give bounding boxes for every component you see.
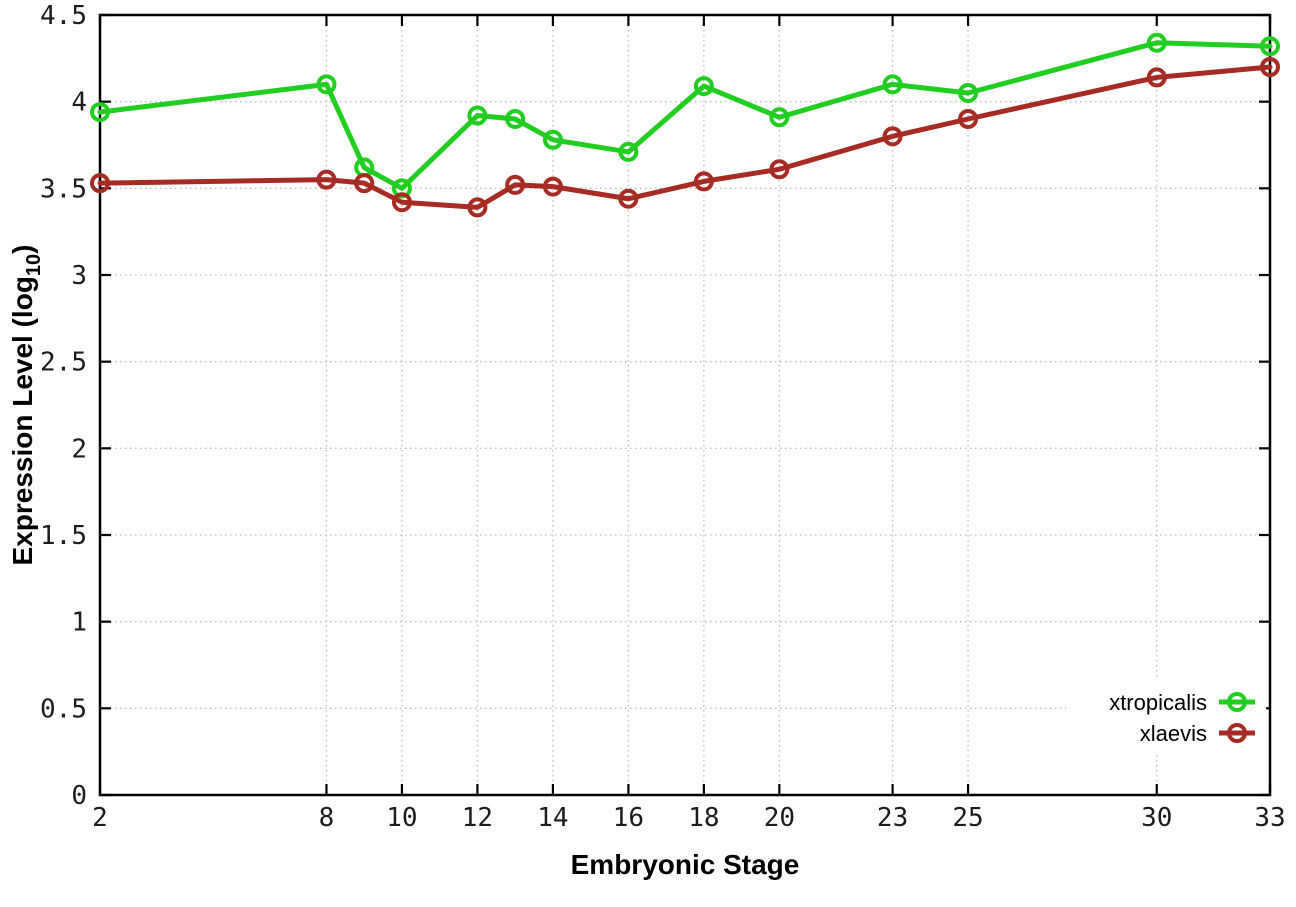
y-tick-label: 4 (71, 88, 87, 118)
y-tick-label: 3 (71, 261, 87, 291)
legend-marker-circle (1227, 723, 1247, 743)
data-point-xtropicalis-stage-13 (505, 109, 526, 129)
data-point-xtropicalis-stage-2 (90, 102, 110, 123)
y-tick-label: 0 (71, 781, 87, 811)
data-point-xtropicalis-stage-16 (618, 141, 639, 162)
x-axis-title: Embryonic Stage (571, 849, 800, 880)
x-tick-label: 8 (319, 803, 335, 833)
data-point-xlaevis-stage-8 (316, 169, 337, 190)
x-tick-label: 25 (952, 803, 983, 833)
data-point-xlaevis-stage-13 (505, 174, 526, 195)
x-tick-label: 23 (877, 803, 908, 833)
series-line-xtropicalis (97, 40, 1273, 191)
legend-label: xlaevis (1140, 721, 1207, 746)
y-tick-label: 3.5 (40, 174, 87, 204)
data-point-xlaevis-stage-18 (693, 171, 714, 192)
x-tick-label: 20 (764, 803, 795, 833)
x-tick-label: 12 (462, 803, 493, 833)
data-point-xtropicalis-stage-30 (1146, 32, 1167, 53)
legend-label: xtropicalis (1109, 690, 1207, 715)
data-point-xlaevis-stage-9 (354, 173, 375, 194)
data-point-xlaevis-stage-20 (769, 159, 790, 180)
x-tick-label: 14 (537, 803, 568, 833)
data-point-xlaevis-stage-30 (1146, 67, 1167, 88)
data-point-xtropicalis-stage-12 (467, 105, 488, 126)
y-tick-label: 2.5 (40, 348, 87, 378)
y-tick-label: 2 (71, 434, 87, 464)
data-point-xtropicalis-stage-25 (958, 83, 979, 103)
data-point-xtropicalis-stage-33 (1260, 36, 1280, 57)
data-point-xtropicalis-stage-18 (693, 76, 714, 97)
data-point-xlaevis-stage-23 (882, 126, 903, 147)
x-tick-label: 16 (613, 803, 644, 833)
x-tick-label: 10 (386, 803, 417, 833)
y-tick-label: 1 (71, 608, 87, 638)
data-point-xtropicalis-stage-20 (769, 107, 790, 128)
y-tick-label: 1.5 (40, 521, 87, 551)
data-point-xtropicalis-stage-23 (882, 74, 903, 95)
y-axis-title-close: ) (7, 245, 38, 254)
legend-marker-circle (1227, 692, 1247, 712)
data-point-xlaevis-stage-33 (1260, 57, 1280, 77)
y-axis-title: Expression Level (log10) (7, 245, 45, 566)
data-point-xlaevis-stage-16 (618, 188, 639, 209)
y-axis-title-subscript: 10 (23, 254, 45, 276)
x-tick-label: 33 (1254, 803, 1285, 833)
data-point-xlaevis-stage-10 (391, 192, 412, 213)
data-point-xlaevis-stage-12 (467, 197, 488, 218)
data-point-xtropicalis-stage-14 (542, 129, 563, 150)
x-tick-label: 30 (1141, 803, 1172, 833)
data-point-xtropicalis-stage-8 (316, 74, 337, 95)
data-point-xtropicalis-stage-10 (391, 178, 412, 199)
x-tick-label: 2 (92, 803, 108, 833)
x-tick-label: 18 (688, 803, 719, 833)
y-axis-title-main: Expression Level (log (7, 276, 38, 565)
y-tick-label: 0.5 (40, 694, 87, 724)
data-point-xlaevis-stage-14 (542, 176, 563, 197)
plot-border (98, 13, 1272, 797)
data-point-xlaevis-stage-25 (958, 109, 979, 129)
y-tick-label: 4.5 (40, 1, 87, 31)
data-point-xlaevis-stage-2 (90, 173, 110, 194)
